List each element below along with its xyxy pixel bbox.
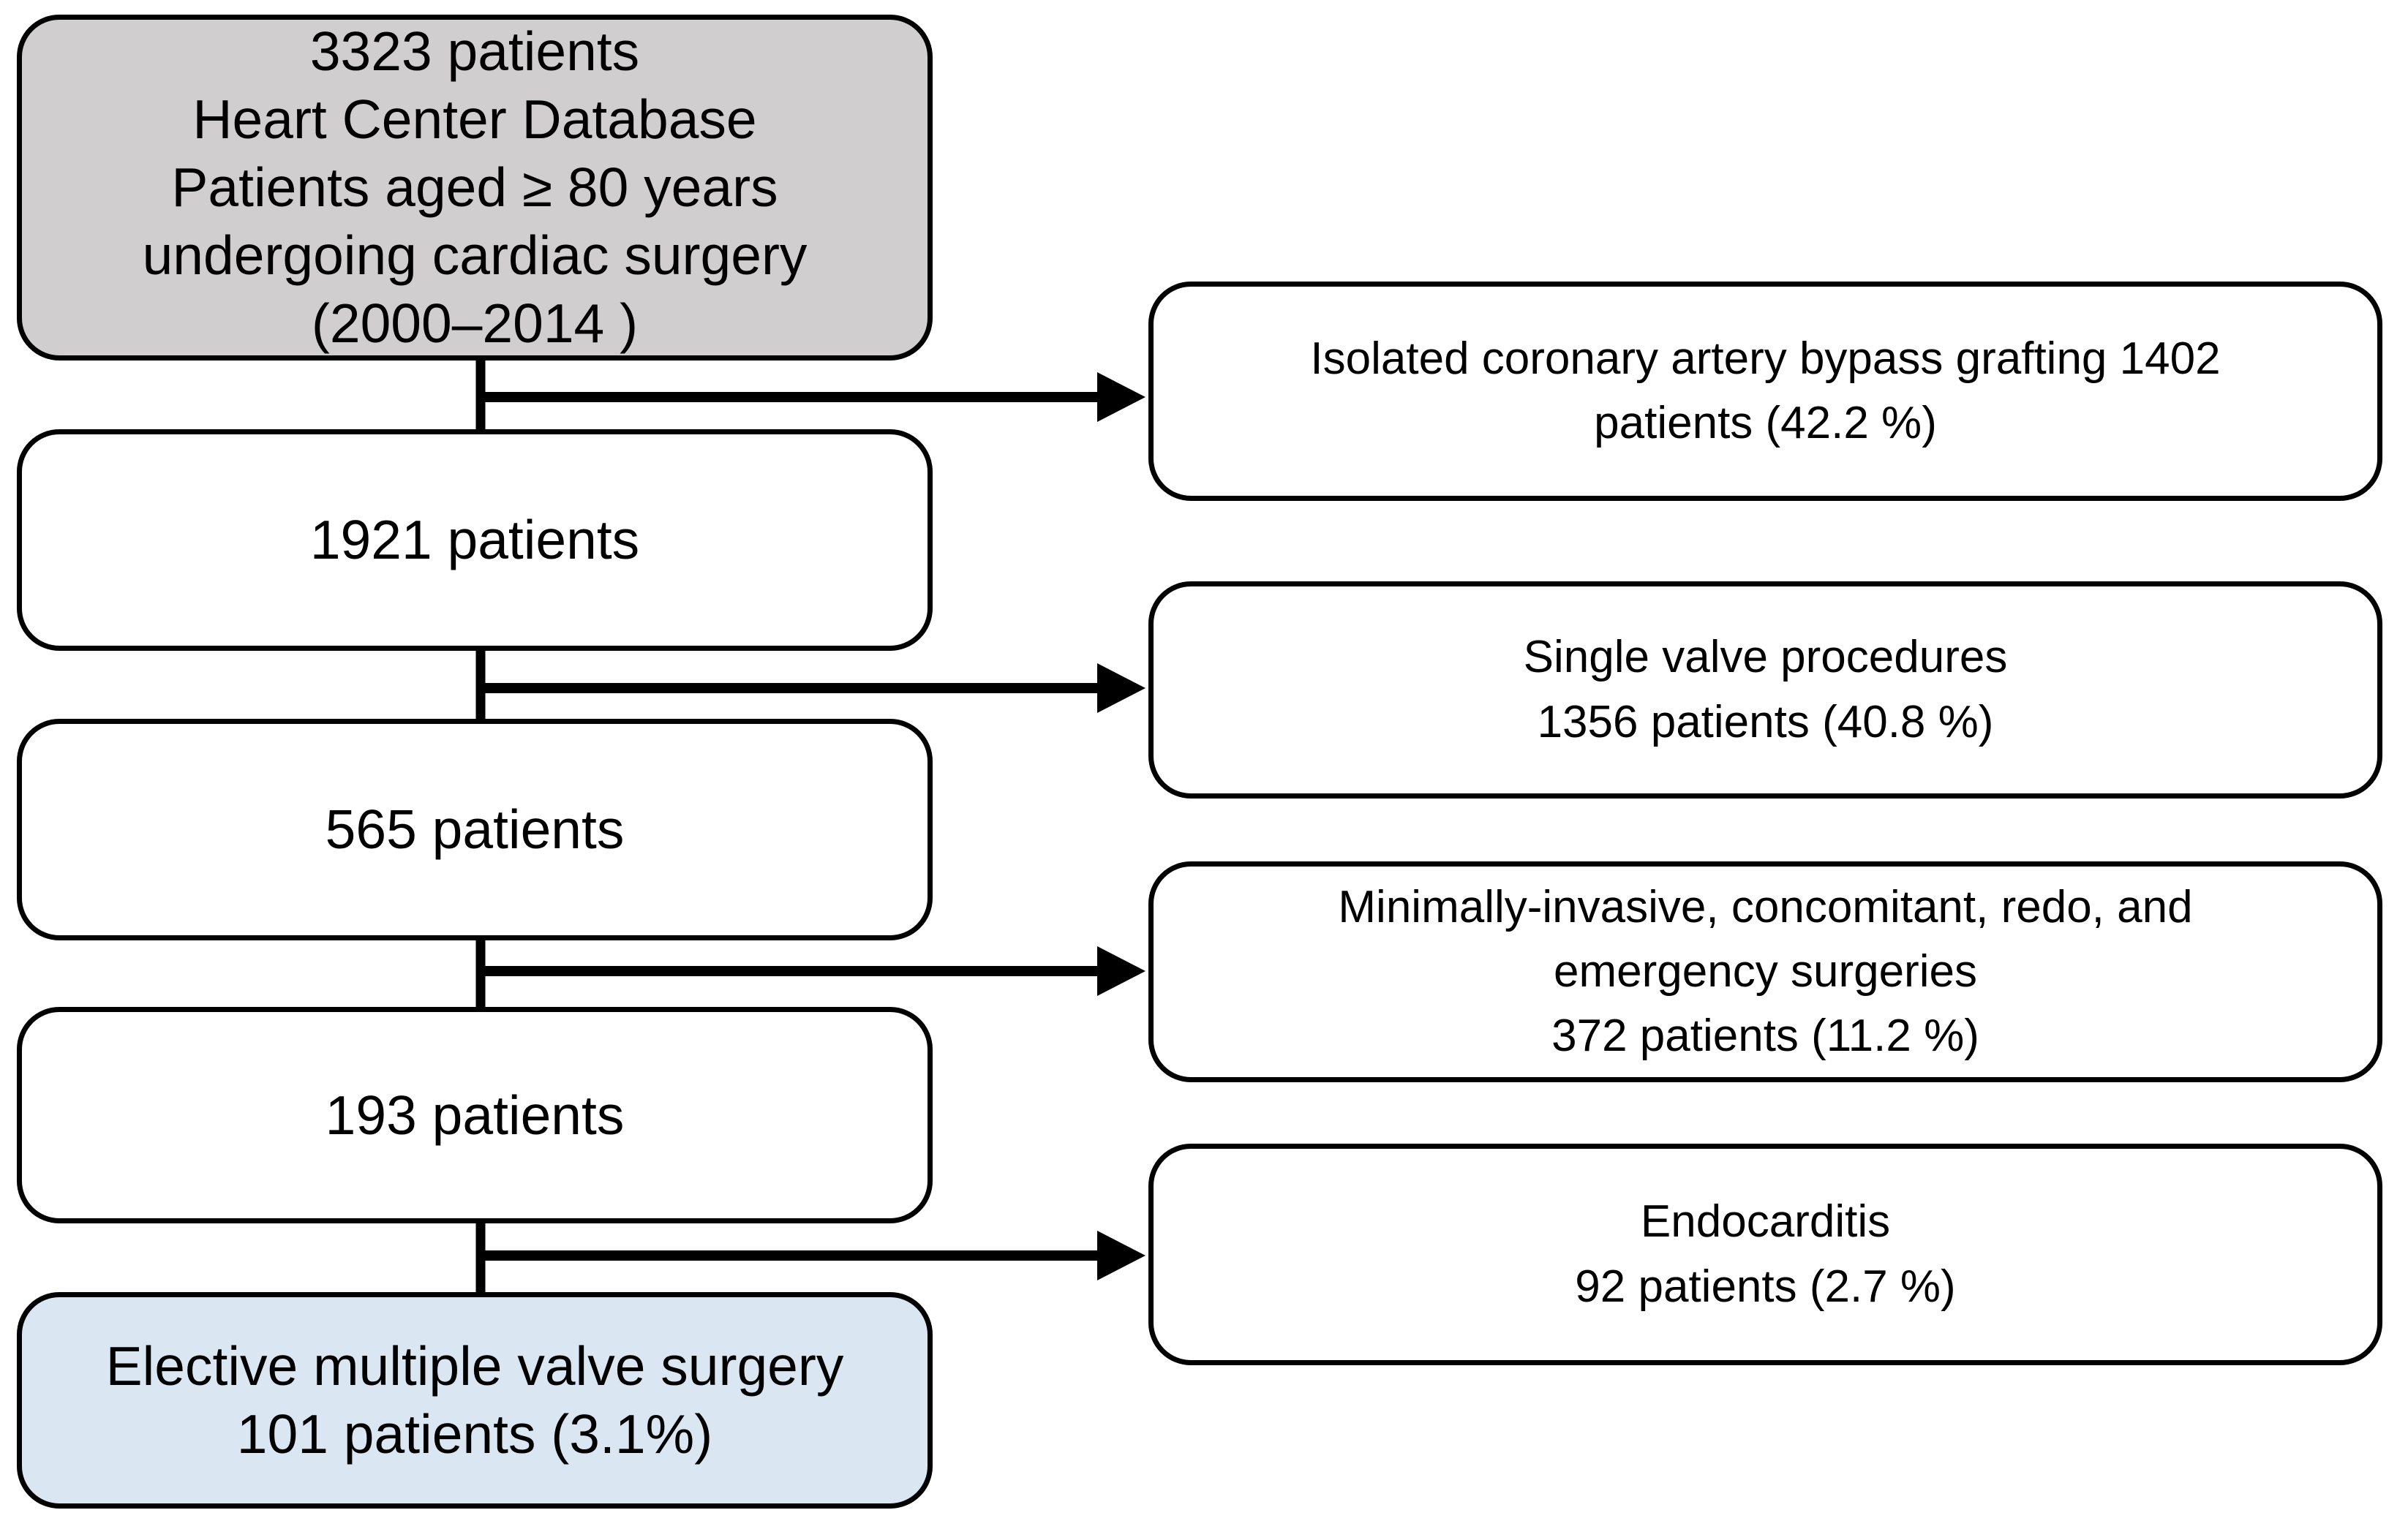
arrowhead-icon (1097, 946, 1145, 996)
exclusion-arrow-1 (476, 372, 1145, 422)
exclusion-box-single-valve-procedures: Single valve procedures 1356 patients (40… (1148, 581, 2382, 799)
final-box-elective-multiple-valve-surgery: Elective multiple valve surgery 101 patie… (17, 1292, 933, 1509)
box-text-line: Endocarditis (1640, 1196, 1891, 1248)
exclusion-arrow-3 (476, 946, 1145, 996)
exclusion-arrow-2 (476, 663, 1145, 713)
box-text-line: 1356 patients (40.8 %) (1537, 696, 1994, 747)
step-box-1921-patients: 1921 patients (17, 429, 933, 651)
exclusion-box-isolated-cabg: Isolated coronary artery bypass grafting… (1148, 282, 2382, 501)
box-text-line: 92 patients (2.7 %) (1575, 1261, 1956, 1312)
exclusion-arrow-4 (476, 1231, 1145, 1280)
start-box-cohort: 3323 patients Heart Center Database Patien… (17, 15, 933, 361)
box-text-line: Elective multiple valve surgery (105, 1335, 844, 1397)
box-text-line: Patients aged ≥ 80 years (171, 156, 778, 218)
box-text-line: Single valve procedures (1523, 632, 2008, 683)
box-text-line: patients (42.2 %) (1594, 398, 1937, 448)
box-text-line: 1921 patients (309, 509, 640, 570)
step-box-565-patients: 565 patients (17, 719, 933, 940)
step-box-193-patients: 193 patients (17, 1007, 933, 1223)
arrowhead-icon (1097, 663, 1145, 713)
box-text-line: 372 patients (11.2 %) (1551, 1011, 1979, 1062)
exclusion-box-minimally-invasive-concomitant-redo-emergency: Minimally-invasive, concomitant, redo, a… (1148, 861, 2382, 1082)
box-text-line: Minimally-invasive, concomitant, redo, a… (1338, 881, 2193, 932)
box-text-line: Isolated coronary artery bypass grafting… (1310, 333, 2221, 384)
arrowhead-icon (1097, 1231, 1145, 1280)
exclusion-box-endocarditis: Endocarditis 92 patients (2.7 %) (1148, 1144, 2382, 1365)
box-text-line: 3323 patients (309, 20, 640, 82)
box-text-line: emergency surgeries (1554, 945, 1977, 997)
box-text-line: Heart Center Database (192, 88, 757, 150)
box-text-line: 193 patients (325, 1084, 625, 1146)
box-text-line: (2000–2014 ) (311, 292, 639, 354)
box-text-line: undergoing cardiac surgery (142, 224, 808, 286)
box-text-line: 101 patients (3.1%) (236, 1403, 713, 1465)
arrowhead-icon (1097, 372, 1145, 422)
box-text-line: 565 patients (325, 799, 625, 860)
